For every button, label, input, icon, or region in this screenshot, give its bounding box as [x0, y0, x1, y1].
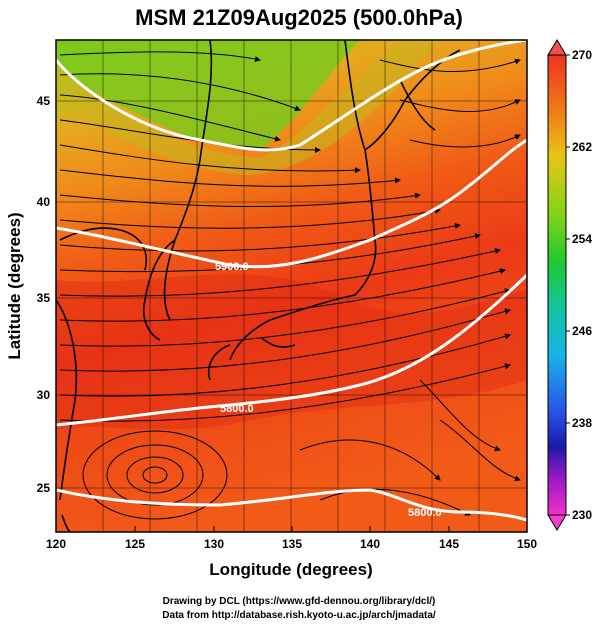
x-tick-label: 145 — [439, 537, 459, 551]
contour-labels: 5900.0 5800.0 5800.0 — [215, 261, 442, 519]
x-tick-label: 130 — [204, 537, 224, 551]
warm-band — [56, 274, 527, 430]
x-tick-label: 120 — [46, 537, 66, 551]
y-tick-label: 40 — [37, 195, 51, 209]
colorbar: 270 262 254 246 238 230 — [547, 39, 592, 531]
colorbar-top-triangle — [547, 39, 567, 56]
colorbar-tick-label: 230 — [572, 508, 592, 522]
x-tick-labels: 120 125 130 135 140 145 150 — [46, 537, 537, 551]
coastlines — [56, 40, 461, 532]
y-tick-label: 35 — [37, 291, 51, 305]
cold-region — [56, 40, 360, 150]
y-tick-label: 45 — [37, 94, 51, 108]
credit-drawing: Drawing by DCL (https://www.gfd-dennou.o… — [163, 596, 436, 607]
colorbar-tick-label: 254 — [572, 232, 592, 246]
cyclone-swirl — [82, 430, 228, 520]
y-axis-label: Latitude (degrees) — [5, 212, 24, 359]
plot-area: 5900.0 5800.0 5800.0 — [56, 40, 527, 532]
x-tick-label: 150 — [517, 537, 537, 551]
colorbar-gradient — [547, 54, 567, 516]
y-tick-label: 25 — [37, 481, 51, 495]
contour-label: 5900.0 — [215, 261, 249, 273]
contour-label: 5800.0 — [220, 403, 254, 415]
colorbar-tick-label: 262 — [572, 140, 592, 154]
x-tick-label: 135 — [282, 537, 302, 551]
streamlines — [59, 51, 521, 516]
x-axis-label: Longitude (degrees) — [209, 560, 372, 579]
x-axis — [55, 526, 528, 532]
chart-title: MSM 21Z09Aug2025 (500.0hPa) — [135, 5, 463, 30]
colorbar-tick-label: 270 — [572, 48, 592, 62]
height-contours — [56, 40, 527, 522]
colorbar-tick-label: 246 — [572, 324, 592, 338]
x-tick-label: 140 — [360, 537, 380, 551]
contour-label: 5800.0 — [408, 507, 442, 519]
y-tick-label: 30 — [37, 388, 51, 402]
y-tick-labels: 25 30 35 40 45 — [37, 94, 51, 495]
cool-region — [56, 40, 440, 175]
colorbar-bottom-triangle — [547, 514, 567, 531]
credit-data: Data from http://database.rish.kyoto-u.a… — [162, 610, 436, 621]
colorbar-tick-label: 238 — [572, 416, 592, 430]
x-tick-label: 125 — [125, 537, 145, 551]
